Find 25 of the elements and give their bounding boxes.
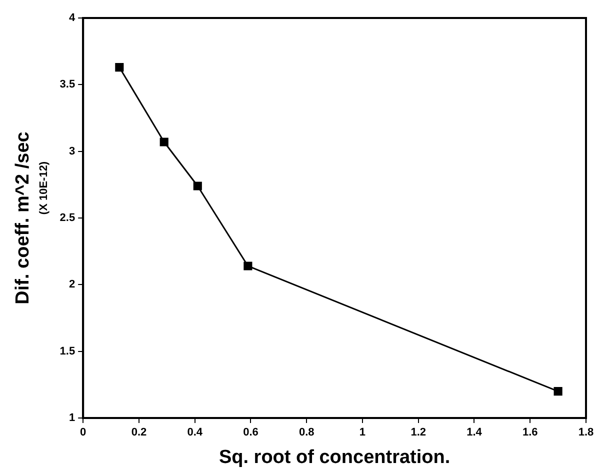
x-tick-label: 1.8	[578, 426, 594, 439]
x-tick-label: 1.6	[522, 426, 538, 439]
x-tick-label: 0	[80, 426, 86, 439]
y-tick-label: 1	[68, 412, 76, 424]
y-tick-label: 2	[68, 278, 76, 291]
x-tick-label: 1.4	[466, 426, 483, 439]
x-tick-label: 0.8	[298, 426, 314, 439]
text: (X 10E-12)	[38, 161, 50, 215]
y-tick-label: 3	[68, 145, 76, 158]
x-axis-title: Sq. root of concentration.	[218, 446, 450, 468]
y-tick-label: 3.5	[60, 78, 76, 91]
y-tick-label: 1.5	[60, 345, 76, 358]
x-tick-label: 0.6	[243, 426, 258, 439]
y-axis-title: Dif. coeff. m^2 /sec	[12, 131, 34, 304]
x-tick-label: 1	[359, 426, 366, 439]
x-tick-label: 0.2	[131, 426, 147, 439]
x-tick-label: 1.2	[410, 426, 426, 439]
point	[115, 63, 124, 72]
y-tick-label: 2.5	[60, 212, 76, 224]
point	[160, 138, 168, 146]
y-tick-label: 4	[68, 12, 76, 24]
x-tick-label: 0.4	[187, 426, 204, 439]
point	[193, 182, 202, 190]
point	[244, 262, 252, 270]
point	[554, 387, 562, 396]
